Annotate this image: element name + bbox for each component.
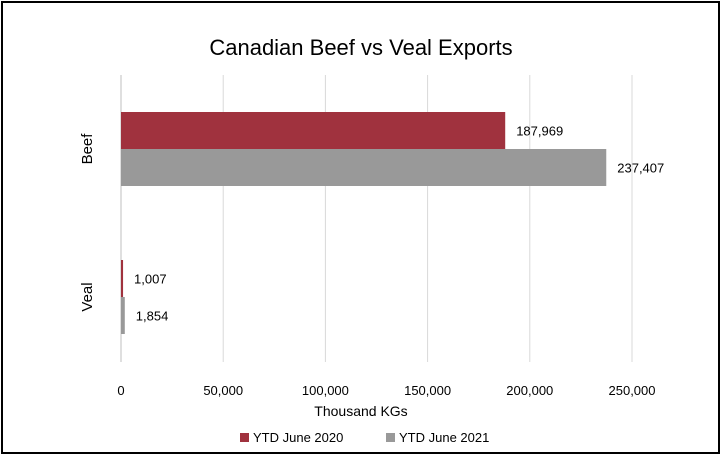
x-tick-label: 50,000: [203, 383, 243, 398]
category-label: Beef: [79, 133, 96, 165]
x-tick-label: 150,000: [404, 383, 451, 398]
data-label: 1,854: [136, 309, 169, 324]
bar: [121, 260, 124, 297]
legend-swatch: [386, 433, 395, 442]
data-label: 237,407: [617, 161, 664, 176]
chart-title: Canadian Beef vs Veal Exports: [209, 35, 512, 60]
legend-label: YTD June 2020: [253, 430, 343, 445]
x-axis-title: Thousand KGs: [314, 403, 407, 419]
bar: [121, 297, 125, 334]
legend-label: YTD June 2021: [399, 430, 489, 445]
x-tick-label: 200,000: [506, 383, 553, 398]
x-tick-label: 0: [117, 383, 124, 398]
bar: [121, 112, 506, 149]
data-labels: 187,969 237,407 1,007 1,854: [134, 124, 664, 324]
data-label: 187,969: [516, 124, 563, 139]
category-label: Veal: [79, 282, 96, 311]
legend-swatch: [240, 433, 249, 442]
category-labels: Beef Veal: [79, 133, 96, 312]
x-tick-label: 100,000: [302, 383, 349, 398]
data-label: 1,007: [134, 272, 167, 287]
bar: [121, 149, 607, 186]
x-tick-label: 250,000: [609, 383, 656, 398]
legend: YTD June 2020 YTD June 2021: [240, 430, 489, 445]
bars: [121, 112, 607, 334]
x-tick-labels: 0 50,000 100,000 150,000 200,000 250,000: [117, 383, 655, 398]
